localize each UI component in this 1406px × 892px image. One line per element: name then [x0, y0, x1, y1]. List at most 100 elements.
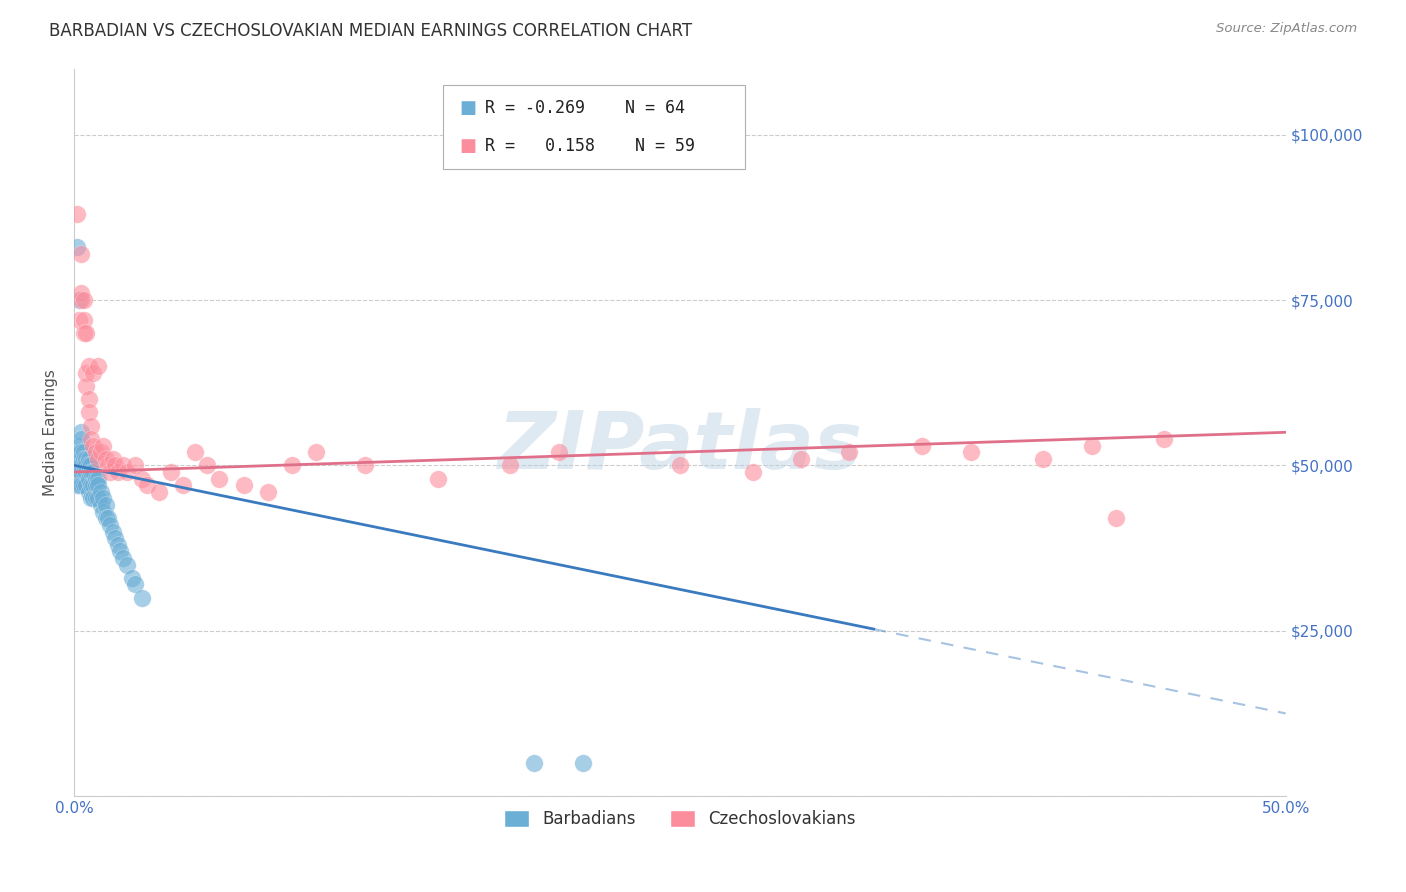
Point — [77, 458, 100, 473]
Point — [121, 571, 143, 585]
Point — [84, 478, 107, 492]
Point — [111, 458, 134, 473]
Point — [73, 465, 96, 479]
Point — [67, 478, 90, 492]
Point — [184, 445, 207, 459]
Point — [104, 458, 127, 473]
Point — [67, 445, 90, 459]
Point — [94, 451, 117, 466]
Text: ■: ■ — [460, 136, 477, 154]
Point — [70, 286, 93, 301]
Point — [82, 465, 104, 479]
Point — [65, 458, 87, 473]
Point — [1032, 451, 1054, 466]
Point — [172, 478, 194, 492]
Point — [305, 445, 328, 459]
Point — [107, 465, 129, 479]
Point — [70, 458, 93, 473]
Point — [70, 425, 93, 440]
Point — [1081, 438, 1104, 452]
Point — [94, 498, 117, 512]
Point — [73, 293, 96, 307]
Point — [73, 458, 96, 473]
Point — [87, 472, 110, 486]
Point — [70, 478, 93, 492]
Point — [75, 458, 97, 473]
Point — [87, 359, 110, 373]
Point — [108, 544, 131, 558]
Point — [257, 484, 280, 499]
Point — [82, 478, 104, 492]
Point — [135, 478, 157, 492]
Point — [160, 465, 183, 479]
Point — [67, 313, 90, 327]
Point — [91, 438, 114, 452]
Point — [124, 458, 146, 473]
Point — [82, 366, 104, 380]
Point — [572, 756, 595, 770]
Point — [80, 478, 103, 492]
Point — [354, 458, 377, 473]
Point — [67, 293, 90, 307]
Point — [97, 511, 120, 525]
Point — [73, 451, 96, 466]
Text: ZIPatlas: ZIPatlas — [498, 408, 862, 486]
Point — [65, 240, 87, 254]
Point — [75, 326, 97, 340]
Point — [87, 451, 110, 466]
Point — [741, 465, 763, 479]
Point — [87, 491, 110, 506]
Point — [208, 472, 231, 486]
Point — [80, 465, 103, 479]
Point — [80, 432, 103, 446]
Point — [77, 359, 100, 373]
Point — [65, 465, 87, 479]
Point — [281, 458, 304, 473]
Point — [75, 451, 97, 466]
Point — [87, 478, 110, 492]
Point — [67, 458, 90, 473]
Point — [523, 756, 546, 770]
Point — [91, 505, 114, 519]
Point — [77, 465, 100, 479]
Point — [77, 484, 100, 499]
Point — [65, 207, 87, 221]
Point — [90, 445, 112, 459]
Point — [65, 472, 87, 486]
Point — [73, 445, 96, 459]
Legend: Barbadians, Czechoslovakians: Barbadians, Czechoslovakians — [498, 804, 862, 835]
Point — [75, 366, 97, 380]
Point — [790, 451, 813, 466]
Point — [101, 524, 124, 539]
Point — [67, 438, 90, 452]
Text: R =   0.158    N = 59: R = 0.158 N = 59 — [485, 136, 695, 154]
Point — [75, 379, 97, 393]
Point — [82, 438, 104, 452]
Point — [547, 445, 569, 459]
Point — [80, 458, 103, 473]
Point — [77, 405, 100, 419]
Point — [65, 478, 87, 492]
Point — [80, 418, 103, 433]
Point — [195, 458, 218, 473]
Text: ■: ■ — [460, 100, 477, 118]
Point — [117, 558, 139, 572]
Y-axis label: Median Earnings: Median Earnings — [44, 369, 58, 496]
Point — [70, 451, 93, 466]
Point — [77, 451, 100, 466]
Point — [669, 458, 692, 473]
Point — [70, 246, 93, 260]
Point — [94, 511, 117, 525]
Point — [959, 445, 981, 459]
Point — [73, 326, 96, 340]
Point — [90, 498, 112, 512]
Point — [104, 531, 127, 545]
Text: Source: ZipAtlas.com: Source: ZipAtlas.com — [1216, 22, 1357, 36]
Point — [73, 478, 96, 492]
Point — [91, 491, 114, 506]
Point — [84, 445, 107, 459]
Point — [124, 577, 146, 591]
Point — [838, 445, 860, 459]
Point — [499, 458, 522, 473]
Point — [107, 538, 129, 552]
